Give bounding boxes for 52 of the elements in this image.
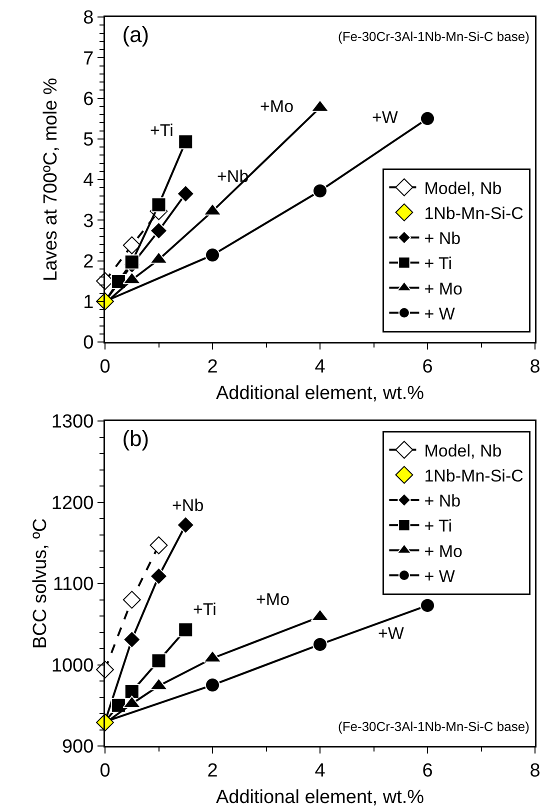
legend-label: 1Nb-Mn-Si-C (424, 204, 524, 224)
y-tick-label: 7 (83, 48, 94, 70)
x-tick-label: 2 (207, 760, 218, 782)
x-tick-label: 6 (422, 356, 433, 378)
legend-label: 1Nb-Mn-Si-C (424, 466, 524, 486)
x-tick-label: 8 (530, 760, 540, 782)
y-tick-label: 1300 (51, 412, 94, 433)
annotation: +Mo (256, 590, 290, 609)
y-axis-title: Laves at 700ºC, mole % (40, 78, 62, 282)
y-tick-label: 1100 (52, 574, 94, 596)
legend-label: + Nb (424, 492, 461, 511)
annotation: (Fe-30Cr-3Al-1Nb-Mn-Si-C base) (338, 719, 530, 734)
annotation: +Ti (150, 121, 174, 140)
chart-title: (a) (122, 22, 150, 48)
x-axis-title: Additional element, wt.% (216, 383, 424, 404)
annotation: +Ti (193, 600, 216, 619)
y-tick-label: 8 (83, 8, 94, 29)
legend-label: + Ti (424, 516, 452, 536)
y-tick-label: 5 (83, 130, 94, 151)
x-tick-label: 4 (314, 356, 326, 378)
y-axis-title: BCC solvus, ºC (30, 518, 51, 649)
y-tick-label: 2 (83, 251, 94, 272)
legend-label: Model, Nb (424, 178, 502, 198)
x-tick-label: 0 (100, 760, 110, 782)
y-tick-label: 6 (83, 88, 94, 110)
legend-label: Model, Nb (424, 441, 502, 460)
legend-label: + Nb (424, 229, 461, 248)
legend-label: + Mo (424, 279, 462, 298)
annotation: +Nb (217, 167, 249, 186)
x-tick-label: 8 (530, 356, 540, 378)
x-tick-label: 4 (314, 760, 326, 782)
annotation: (Fe-30Cr-3Al-1Nb-Mn-Si-C base) (338, 29, 530, 44)
chart-title: (b) (122, 426, 150, 452)
y-tick-label: 0 (83, 332, 94, 354)
x-tick-label: 2 (207, 356, 218, 378)
x-tick-label: 0 (100, 356, 110, 378)
y-tick-label: 1 (83, 292, 94, 314)
x-tick-label: 6 (422, 760, 433, 782)
y-tick-label: 1200 (51, 492, 94, 514)
annotation: +Mo (260, 97, 294, 116)
legend-label: + Mo (424, 542, 462, 561)
annotation: +Nb (172, 496, 204, 515)
y-tick-label: 3 (83, 210, 94, 232)
annotation: +W (372, 108, 398, 127)
y-tick-label: 4 (83, 170, 94, 192)
y-tick-label: 1000 (51, 655, 94, 676)
annotation: +W (378, 624, 404, 643)
legend-label: + W (424, 304, 455, 324)
y-tick-label: 900 (62, 736, 94, 758)
legend-label: + W (424, 566, 455, 586)
x-axis-title: Additional element, wt.% (216, 787, 424, 808)
legend-label: + Ti (424, 254, 452, 274)
